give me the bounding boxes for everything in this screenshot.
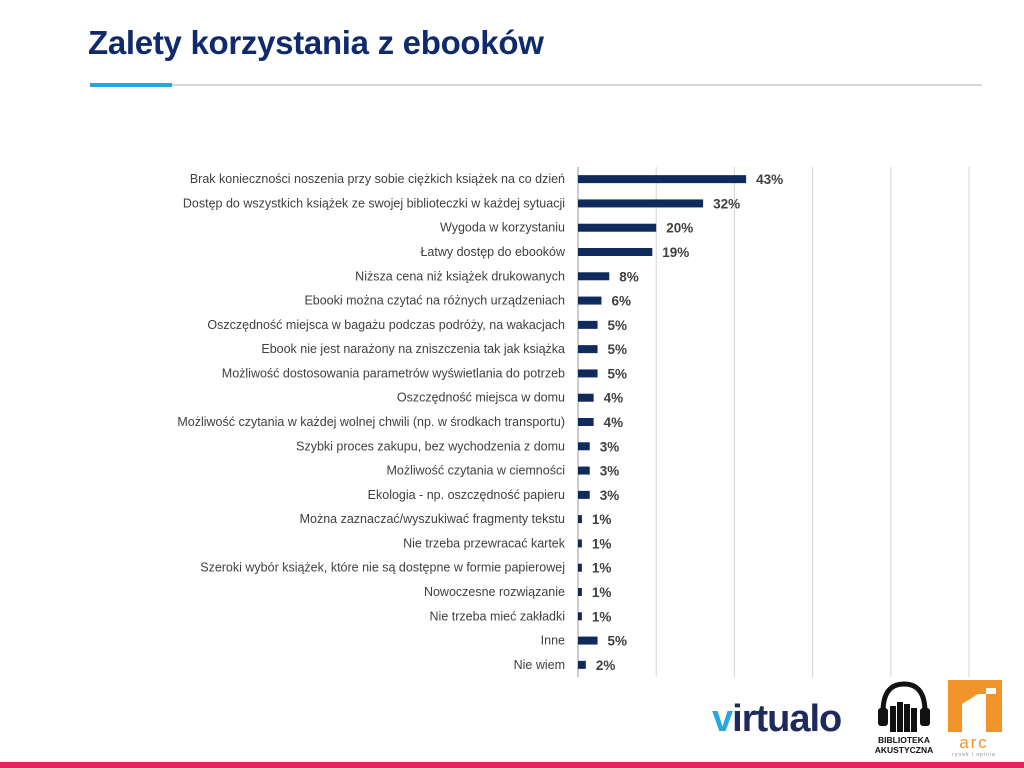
bar [578, 320, 598, 329]
data-label: 5% [608, 318, 628, 333]
bar [578, 175, 747, 184]
data-label: 1% [592, 512, 612, 527]
bar [578, 490, 590, 499]
data-label: 43% [756, 172, 783, 187]
bar [578, 223, 657, 232]
bar [578, 588, 582, 596]
bottom-accent-bar [0, 762, 1024, 768]
bar [578, 393, 594, 402]
category-label: Łatwy dostęp do ebooków [420, 245, 566, 259]
arc-logo-text: arc [959, 733, 989, 752]
bar [578, 442, 590, 451]
bar [578, 272, 610, 281]
data-label: 4% [604, 415, 624, 430]
category-label: Szybki proces zakupu, bez wychodzenia z … [296, 439, 565, 453]
category-label: Szeroki wybór książek, które nie są dost… [200, 561, 565, 575]
title-divider-accent [90, 83, 172, 87]
data-label: 1% [592, 536, 612, 551]
category-label: Dostęp do wszystkich książek ze swojej b… [183, 196, 565, 210]
data-label: 6% [611, 294, 631, 309]
category-label: Nie trzeba przewracać kartek [403, 536, 566, 550]
data-label: 32% [713, 196, 740, 211]
data-label: 2% [596, 658, 616, 673]
data-label: 20% [666, 221, 693, 236]
data-label: 1% [592, 609, 612, 624]
data-label: 1% [592, 585, 612, 600]
bar [578, 466, 590, 475]
category-label: Możliwość czytania w ciemności [386, 464, 565, 478]
category-label: Oszczędność miejsca w bagażu podczas pod… [207, 318, 565, 332]
category-label: Możliwość czytania w każdej wolnej chwil… [177, 415, 565, 429]
bar [578, 345, 598, 354]
title-divider [90, 84, 982, 86]
category-label: Nie trzeba mieć zakładki [430, 609, 565, 623]
bar [578, 563, 582, 572]
bar [578, 612, 582, 621]
data-label: 4% [604, 391, 624, 406]
data-label: 19% [662, 245, 689, 260]
bar [578, 636, 598, 645]
data-label: 5% [608, 366, 628, 381]
category-label: Ebook nie jest narażony na zniszczenia t… [261, 342, 565, 356]
data-label: 3% [600, 439, 620, 454]
category-label: Można zaznaczać/wyszukiwać fragmenty tek… [300, 512, 565, 526]
bar [578, 296, 602, 305]
category-label: Wygoda w korzystaniu [440, 221, 565, 235]
category-label: Inne [541, 634, 565, 648]
bar [578, 660, 586, 669]
bar [578, 539, 582, 548]
biblioteka-akustyczna-logo [878, 681, 930, 732]
data-label: 5% [608, 634, 628, 649]
biblioteka-akustyczna-logo-text: BIBLIOTEKA AKUSTYCZNA [874, 735, 934, 755]
category-label: Nie wiem [514, 658, 565, 672]
page-title: Zalety korzystania z ebooków [88, 24, 544, 61]
category-label: Ebooki można czytać na różnych urządzeni… [304, 294, 565, 308]
bar [578, 248, 653, 256]
virtualo-logo: virtualo [712, 698, 842, 740]
category-label: Możliwość dostosowania parametrów wyświe… [222, 366, 565, 380]
bar [578, 515, 582, 524]
arc-logo-subtext: rynek i opinia [952, 752, 996, 758]
category-label: Oszczędność miejsca w domu [397, 391, 565, 405]
bar [578, 199, 704, 208]
data-label: 8% [619, 269, 639, 284]
data-label: 1% [592, 561, 612, 576]
arc-logo [948, 680, 1002, 732]
data-label: 5% [608, 342, 628, 357]
bar [578, 418, 594, 426]
category-label: Brak konieczności noszenia przy sobie ci… [190, 172, 565, 186]
data-label: 3% [600, 488, 620, 503]
category-label: Ekologia - np. oszczędność papieru [368, 488, 565, 502]
data-label: 3% [600, 464, 620, 479]
category-label: Niższa cena niż książek drukowanych [355, 269, 565, 283]
bar [578, 369, 598, 378]
category-label: Nowoczesne rozwiązanie [424, 585, 565, 599]
